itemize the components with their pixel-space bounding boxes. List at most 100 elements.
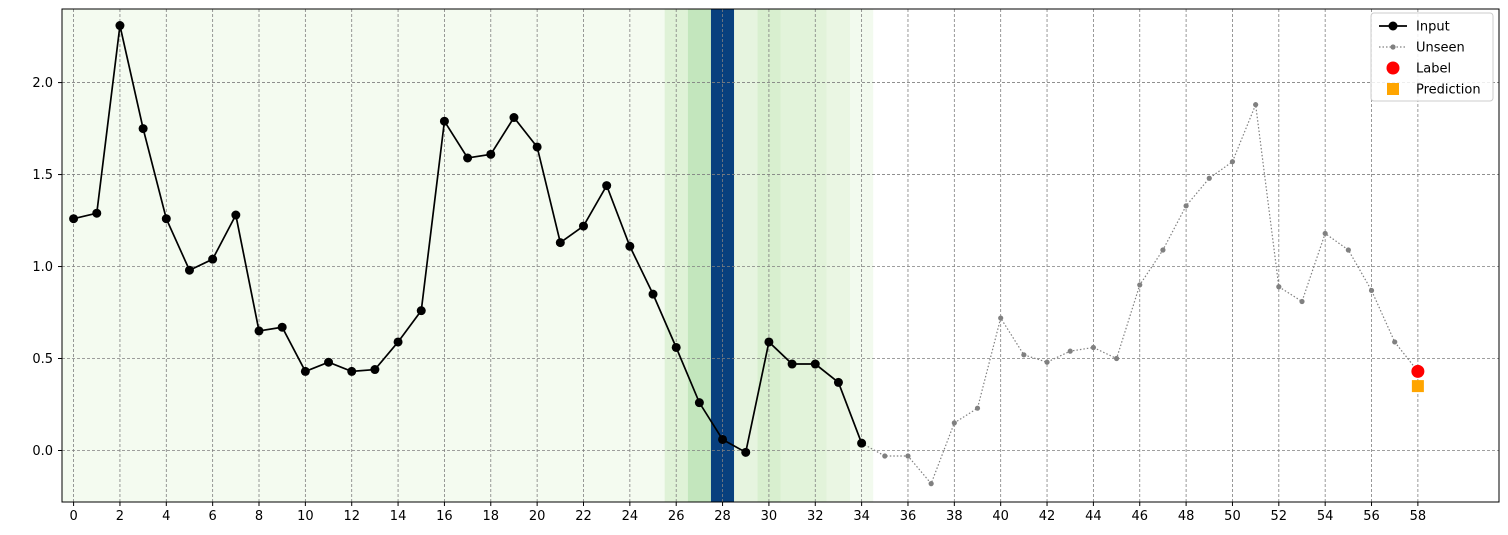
highlight-band	[780, 9, 827, 502]
unseen-point	[1137, 282, 1143, 288]
unseen-point	[905, 453, 911, 459]
label-point	[1411, 364, 1425, 378]
x-tick-label: 46	[1131, 509, 1148, 524]
highlight-band	[734, 9, 758, 502]
unseen-point	[1090, 344, 1096, 351]
x-tick-label: 24	[622, 509, 639, 524]
x-axis-ticks: 0 2 4 6 8 10 12 14 16 18 20 22 24 26 28 30 32 34 36 38 40 42 4…	[69, 502, 1426, 524]
y-tick-label: 2.0	[32, 76, 53, 91]
x-tick-label: 2	[116, 509, 124, 524]
x-tick-label: 58	[1410, 509, 1427, 524]
input-point	[254, 326, 264, 336]
input-point	[300, 366, 310, 376]
input-point	[578, 221, 588, 231]
x-tick-label: 6	[209, 509, 217, 524]
x-tick-label: 8	[255, 509, 263, 524]
highlight-band	[687, 9, 711, 502]
legend-box	[1370, 12, 1494, 102]
input-point	[231, 210, 241, 220]
x-tick-label: 14	[390, 509, 407, 524]
legend-label-marker	[1386, 61, 1400, 75]
input-point	[625, 241, 635, 251]
unseen-point	[1160, 247, 1166, 253]
input-point	[69, 214, 79, 224]
unseen-point	[1183, 203, 1189, 209]
input-point	[416, 306, 426, 316]
unseen-point	[1299, 298, 1305, 305]
x-tick-label: 22	[575, 509, 592, 524]
legend-label-2: Label	[1416, 62, 1451, 77]
input-point	[857, 438, 867, 448]
x-tick-label: 26	[668, 509, 685, 524]
highlight-bands	[62, 9, 874, 502]
input-point	[509, 113, 519, 123]
input-point	[463, 153, 473, 163]
unseen-point	[1021, 352, 1027, 358]
x-tick-label: 18	[483, 509, 500, 524]
unseen-point	[1322, 230, 1328, 237]
input-point	[277, 322, 287, 332]
x-tick-label: 10	[297, 509, 314, 524]
x-tick-label: 32	[807, 509, 824, 524]
input-point	[648, 289, 658, 299]
legend-unseen-marker	[1390, 44, 1396, 50]
input-point	[833, 377, 843, 387]
unseen-point	[1067, 348, 1073, 354]
input-point	[92, 208, 102, 218]
unseen-point	[1345, 247, 1351, 253]
unseen-point	[1392, 339, 1398, 345]
x-tick-label: 44	[1085, 509, 1102, 524]
input-point	[208, 254, 218, 264]
legend-label-0: Input	[1416, 20, 1450, 35]
series-markers	[69, 21, 1425, 487]
unseen-point	[1253, 102, 1259, 108]
y-tick-label: 0.0	[32, 444, 53, 459]
x-tick-label: 50	[1224, 509, 1241, 524]
unseen-point	[951, 420, 957, 426]
unseen-point	[998, 315, 1004, 321]
unseen-point	[1044, 359, 1050, 365]
y-tick-label: 1.5	[32, 168, 53, 183]
unseen-point	[928, 481, 934, 487]
x-tick-label: 52	[1271, 509, 1288, 524]
unseen-point	[1113, 355, 1120, 362]
unseen-point	[1229, 159, 1236, 165]
input-point	[370, 365, 380, 375]
x-tick-label: 4	[162, 509, 170, 524]
x-tick-label: 0	[69, 509, 77, 524]
input-point	[393, 337, 403, 347]
x-tick-label: 20	[529, 509, 546, 524]
input-point	[718, 434, 728, 444]
input-point	[439, 116, 449, 126]
prediction-point	[1411, 380, 1424, 393]
input-point	[602, 181, 612, 191]
x-tick-label: 12	[343, 509, 360, 524]
legend-input-marker	[1388, 21, 1398, 31]
x-tick-label: 34	[853, 509, 870, 524]
unseen-point	[1368, 287, 1375, 294]
input-point	[694, 398, 704, 408]
x-tick-label: 42	[1039, 509, 1056, 524]
input-point	[671, 342, 681, 352]
input-point	[810, 359, 820, 369]
legend-label-3: Prediction	[1416, 83, 1481, 98]
input-point	[161, 214, 171, 224]
input-point	[555, 238, 565, 248]
x-tick-label: 30	[761, 509, 778, 524]
x-tick-label: 40	[992, 509, 1009, 524]
input-point	[486, 149, 496, 159]
input-point	[115, 21, 125, 31]
input-point	[741, 447, 751, 457]
input-point	[324, 357, 334, 367]
unseen-point	[1206, 175, 1212, 181]
input-point	[764, 337, 774, 347]
input-point	[138, 124, 148, 134]
y-tick-label: 1.0	[32, 260, 53, 275]
input-point	[347, 366, 357, 376]
unseen-point	[974, 405, 981, 411]
x-tick-label: 48	[1178, 509, 1195, 524]
x-tick-label: 38	[946, 509, 963, 524]
x-tick-label: 16	[436, 509, 453, 524]
legend-label-1: Unseen	[1416, 41, 1465, 56]
